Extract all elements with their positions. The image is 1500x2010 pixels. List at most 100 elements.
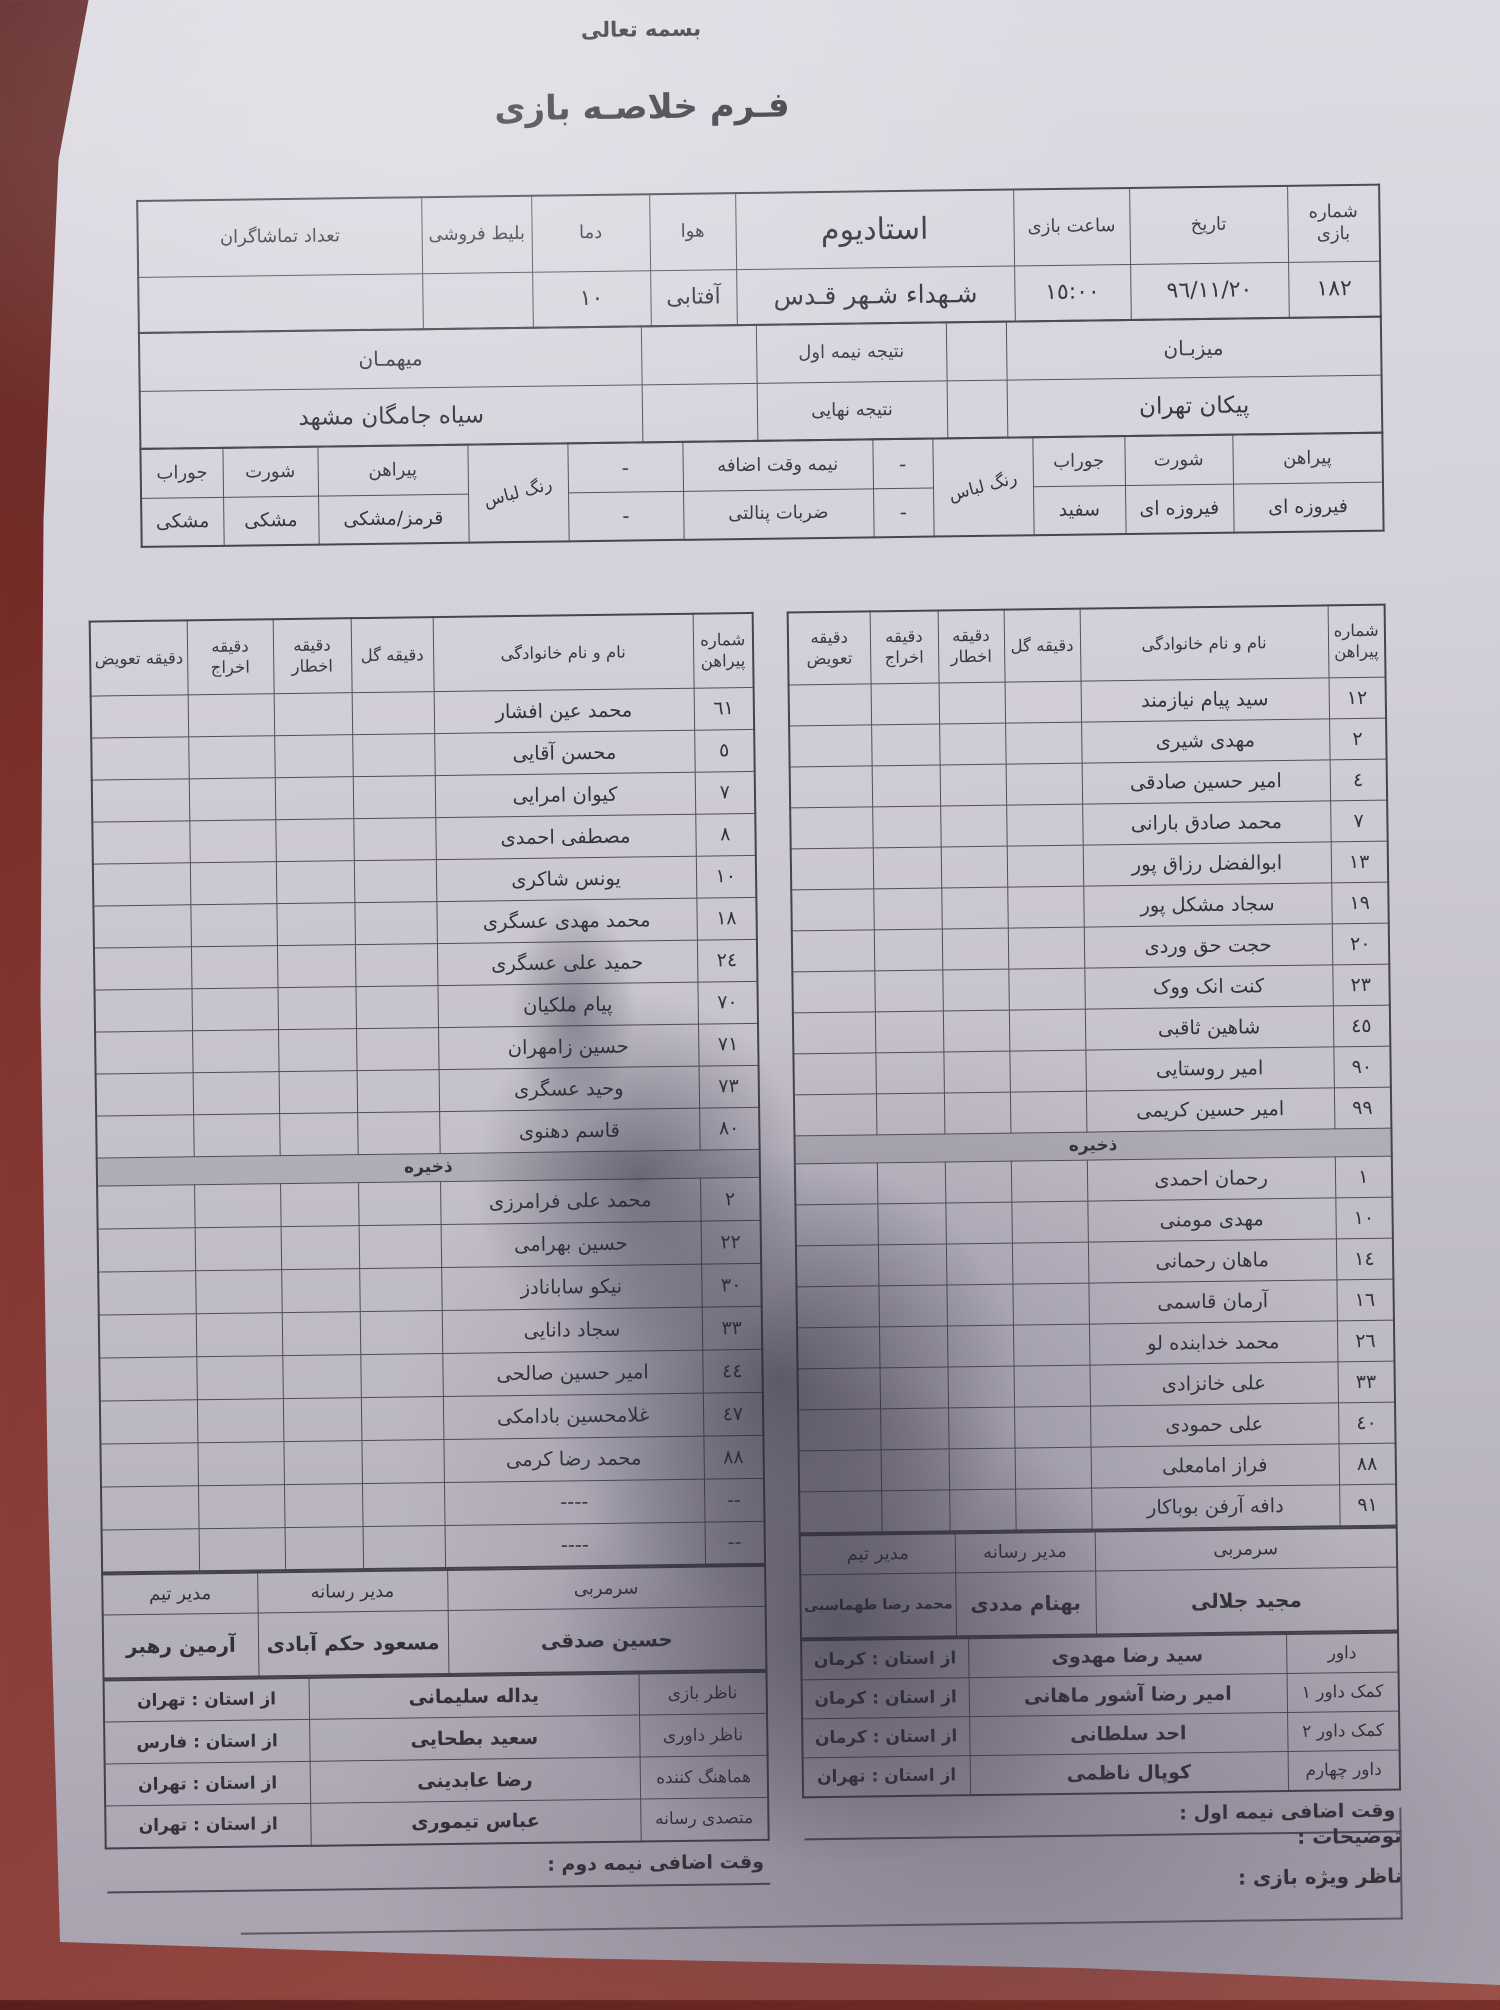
player-name: ابوالفضل رزاق پور — [1082, 841, 1332, 886]
penalty-value: - — [873, 487, 934, 538]
host-coach-header: سرمربی — [1094, 1527, 1398, 1571]
official-province: از استان : تهران — [105, 1803, 311, 1848]
player-number: ٤٧ — [702, 1391, 764, 1436]
footer-bottom-rule — [240, 1917, 1403, 1935]
official-role: ناظر داوری — [639, 1713, 768, 1758]
caution-minute-cell — [279, 1112, 358, 1156]
sendoff-minute-cell — [874, 1010, 944, 1053]
caution-minute-cell — [275, 860, 355, 904]
sub-minute-cell — [796, 1326, 880, 1369]
player-name: مهدی مومنی — [1087, 1197, 1336, 1242]
goal-minute-cell — [355, 985, 439, 1029]
caution-minute-cell — [280, 1182, 359, 1227]
sendoff-minute-cell — [194, 1226, 282, 1271]
official-role: داور چهارم — [1287, 1749, 1401, 1791]
player-number: ٢٦ — [1336, 1319, 1395, 1362]
official-row: داور چهارم کوپال ناظمی از استان : تهران — [802, 1749, 1401, 1797]
player-name: حسین بهرامی — [440, 1220, 702, 1268]
final-result-cell-2 — [641, 382, 758, 443]
sendoff-minute-cell — [192, 1029, 279, 1073]
sub-minute-cell — [93, 946, 192, 990]
host-socks-label: جوراب — [1032, 436, 1125, 487]
guest-roster-table: شماره پیراهن نام و نام خانوادگی دقیقه گل… — [88, 611, 767, 1574]
caution-minute-cell — [276, 902, 355, 946]
official-role: ناظر بازی — [638, 1671, 768, 1716]
sub-minute-cell — [792, 970, 875, 1013]
caution-minute-cell — [939, 763, 1007, 806]
player-number: ٤٥ — [1332, 1004, 1391, 1047]
sendoff-minute-cell — [195, 1269, 282, 1314]
goal-minute-cell — [1005, 721, 1082, 764]
official-row: متصدی رسانه عباس تیموری از استان : تهران — [105, 1797, 769, 1848]
sub-minute-cell — [799, 1490, 882, 1533]
sub-minute-cell — [95, 1072, 194, 1116]
host-label: میزبـان — [1005, 316, 1382, 380]
player-number: ٩٩ — [1333, 1086, 1392, 1129]
goal-minute-cell — [1007, 926, 1085, 969]
official-province: از استان : تهران — [104, 1761, 311, 1807]
player-name: شاهین ثاقبی — [1084, 1005, 1334, 1050]
player-number: ٢٠ — [1331, 922, 1390, 965]
sub-minute-cell — [796, 1285, 879, 1328]
sendoff-minute-cell — [876, 1161, 946, 1204]
goal-minute-cell — [1011, 1241, 1089, 1284]
player-number: -- — [704, 1520, 766, 1565]
player-name: حسین زامهران — [438, 1023, 699, 1070]
goal-minute-cell — [362, 1525, 446, 1570]
caution-minute-cell — [282, 1354, 361, 1399]
sub-minute-cell — [90, 694, 189, 738]
stadium-value: شـهداء شـهر قـدس — [736, 265, 1015, 326]
player-number: ١٦ — [1336, 1278, 1394, 1321]
caution-minute-cell — [941, 927, 1009, 970]
host-roster-table: شماره پیراهن نام و نام خانوادگی دقیقه گل… — [786, 603, 1398, 1534]
official-name: کوپال ناظمی — [969, 1751, 1289, 1795]
guest-col-sendoff-minute: دقیقه اخراج — [186, 619, 274, 695]
caution-minute-cell — [948, 1406, 1015, 1449]
sendoff-minute-cell — [878, 1325, 948, 1368]
match-info-table: شماره بازی تاریخ ساعت بازی استادیوم هوا … — [136, 183, 1382, 334]
guest-kit-label-cell: رنگ لباس — [467, 443, 569, 543]
goal-minute-cell — [358, 1224, 442, 1269]
stadium-header: استادیوم — [735, 189, 1015, 270]
player-number: ٩١ — [1339, 1483, 1397, 1526]
player-number: ٢٣ — [1332, 963, 1390, 1006]
goal-minute-cell — [354, 943, 438, 987]
half1-result-cell — [945, 321, 1007, 381]
caution-minute-cell — [948, 1447, 1016, 1490]
sendoff-minute-cell — [877, 1202, 946, 1245]
sendoff-minute-cell — [197, 1441, 284, 1486]
goal-minute-cell — [1015, 1487, 1092, 1531]
official-province: از استان : تهران — [802, 1755, 971, 1797]
sub-minute-cell — [94, 988, 193, 1032]
official-name: سعید بطحایی — [309, 1715, 640, 1762]
goal-minute-cell — [351, 691, 435, 735]
teams-results-table: میزبـان نتیجه نیمه اول میهمـان پیکان تهر… — [137, 315, 1384, 450]
caution-minute-cell — [941, 886, 1008, 929]
host-manager-name: محمد رضا طهماسبی — [800, 1572, 957, 1638]
sub-minute-cell — [93, 904, 191, 948]
sendoff-minute-cell — [871, 764, 941, 807]
host-coach-name: مجید جلالی — [1095, 1566, 1398, 1635]
player-name: مهدی شیری — [1081, 718, 1330, 763]
sub-minute-cell — [98, 1270, 196, 1315]
sub-minute-cell — [99, 1356, 197, 1401]
sub-minute-cell — [91, 736, 189, 780]
goal-minute-cell — [1010, 1159, 1088, 1202]
sendoff-minute-cell — [873, 887, 942, 930]
caution-minute-cell — [942, 968, 1009, 1011]
goal-minute-cell — [1004, 680, 1082, 723]
host-kit-label-cell: رنگ لباس — [932, 437, 1034, 537]
goal-minute-cell — [1013, 1364, 1091, 1407]
caution-minute-cell — [946, 1283, 1013, 1326]
guest-added-time-row: وقت اضافی نیمه دوم : — [106, 1840, 771, 1893]
player-name: نیکو سابانادز — [441, 1263, 702, 1311]
goal-minute-cell — [352, 775, 436, 819]
goal-minute-cell — [356, 1027, 439, 1071]
match-no-header: شماره بازی — [1287, 184, 1381, 262]
caution-minute-cell — [944, 1160, 1012, 1203]
host-shirt-color: فیروزه ای — [1232, 481, 1384, 533]
goal-minute-cell — [1009, 1049, 1086, 1092]
player-name: غلامحسین بادامکی — [442, 1392, 704, 1440]
